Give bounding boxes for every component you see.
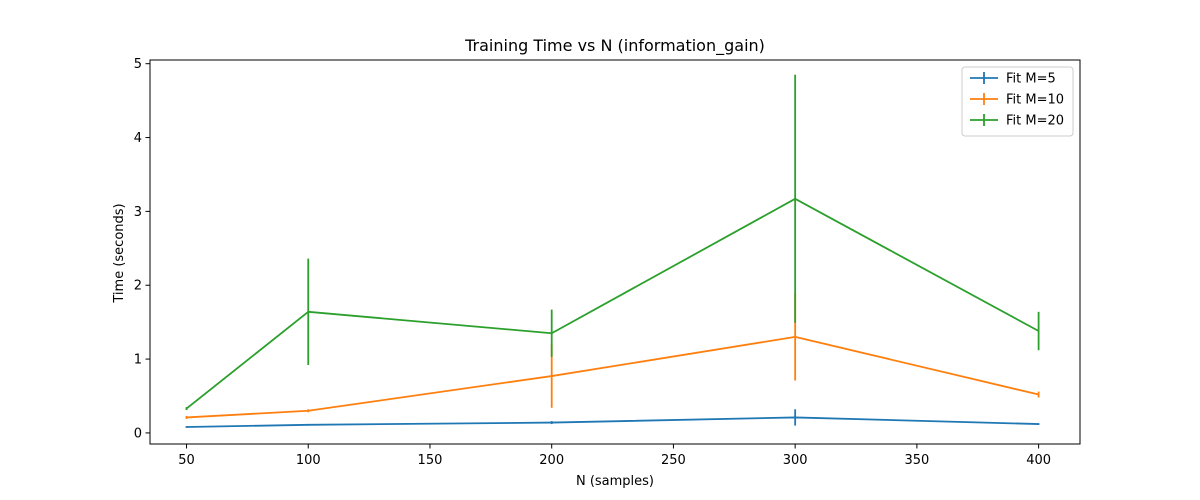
data-point: [794, 416, 797, 419]
data-point: [1037, 393, 1040, 396]
y-tick-label: 3: [134, 205, 142, 220]
y-tick-label: 2: [134, 279, 142, 294]
legend-entry-label: Fit M=10: [1006, 93, 1064, 108]
legend-entry-label: Fit M=5: [1006, 72, 1056, 87]
x-tick-label: 350: [904, 453, 929, 468]
y-tick-label: 4: [134, 131, 142, 146]
data-point: [1037, 423, 1040, 425]
x-tick-label: 300: [783, 453, 808, 468]
x-tick-label: 200: [539, 453, 564, 468]
data-point: [1037, 330, 1040, 332]
data-point: [185, 426, 188, 428]
x-tick-label: 50: [178, 453, 195, 468]
legend-entry-label: Fit M=20: [1006, 114, 1064, 129]
data-point: [185, 416, 188, 419]
y-tick-label: 5: [134, 57, 142, 72]
x-tick-label: 400: [1026, 453, 1051, 468]
y-tick-label: 1: [134, 353, 142, 368]
data-point: [550, 332, 553, 335]
data-point: [307, 310, 310, 313]
data-point: [307, 423, 310, 426]
x-tick-label: 150: [418, 453, 443, 468]
data-point: [550, 421, 553, 424]
axes: 50 100 150 200 250 300 350 400 0 1 2 3 4 5: [134, 57, 1081, 468]
data-point: [550, 375, 553, 377]
data-point: [185, 407, 188, 410]
y-tick-label: 0: [134, 426, 142, 441]
legend: Fit M=5 Fit M=10 Fit M=20: [961, 66, 1074, 137]
plot-area: [185, 74, 1040, 428]
chart-title: Training Time vs N (information_gain): [464, 36, 765, 56]
data-point: [307, 409, 310, 412]
x-tick-label: 250: [661, 453, 686, 468]
data-point: [794, 197, 797, 200]
x-tick-label: 100: [296, 453, 321, 468]
y-axis-label: Time (seconds): [112, 203, 127, 303]
data-point: [794, 336, 797, 338]
plot-frame: [149, 59, 1081, 445]
legend-box: [961, 66, 1074, 137]
x-axis-label: N (samples): [576, 474, 654, 489]
